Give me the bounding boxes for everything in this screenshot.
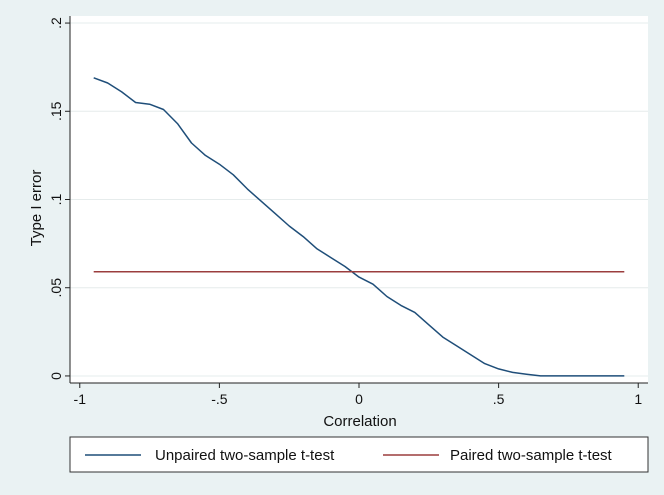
gridlines	[70, 22, 648, 377]
series-lines	[93, 77, 625, 377]
x-tick-label: 1	[634, 391, 642, 407]
y-axis-title: Type I error	[28, 170, 45, 247]
y-tick-label: .05	[48, 278, 64, 298]
legend: Unpaired two-sample t-test Paired two-sa…	[69, 436, 649, 473]
y-tick-label: 0	[48, 372, 64, 380]
y-tick-label: .1	[48, 193, 64, 205]
x-tick-label: -.5	[211, 391, 228, 407]
x-tick-label: .5	[493, 391, 505, 407]
x-axis-title: Correlation	[323, 413, 396, 430]
axis-ticks: 0 .05 .1 .15 .2 -1 -.5 0 .5 1	[48, 17, 642, 407]
x-tick-label: 0	[355, 391, 363, 407]
legend-box	[69, 436, 649, 473]
x-tick-label: -1	[74, 391, 87, 407]
legend-label-paired: Paired two-sample t-test	[450, 447, 613, 464]
legend-label-unpaired: Unpaired two-sample t-test	[155, 447, 335, 464]
y-tick-label: .2	[48, 17, 64, 29]
series-line-unpaired	[93, 77, 625, 377]
y-tick-label: .15	[48, 101, 64, 121]
